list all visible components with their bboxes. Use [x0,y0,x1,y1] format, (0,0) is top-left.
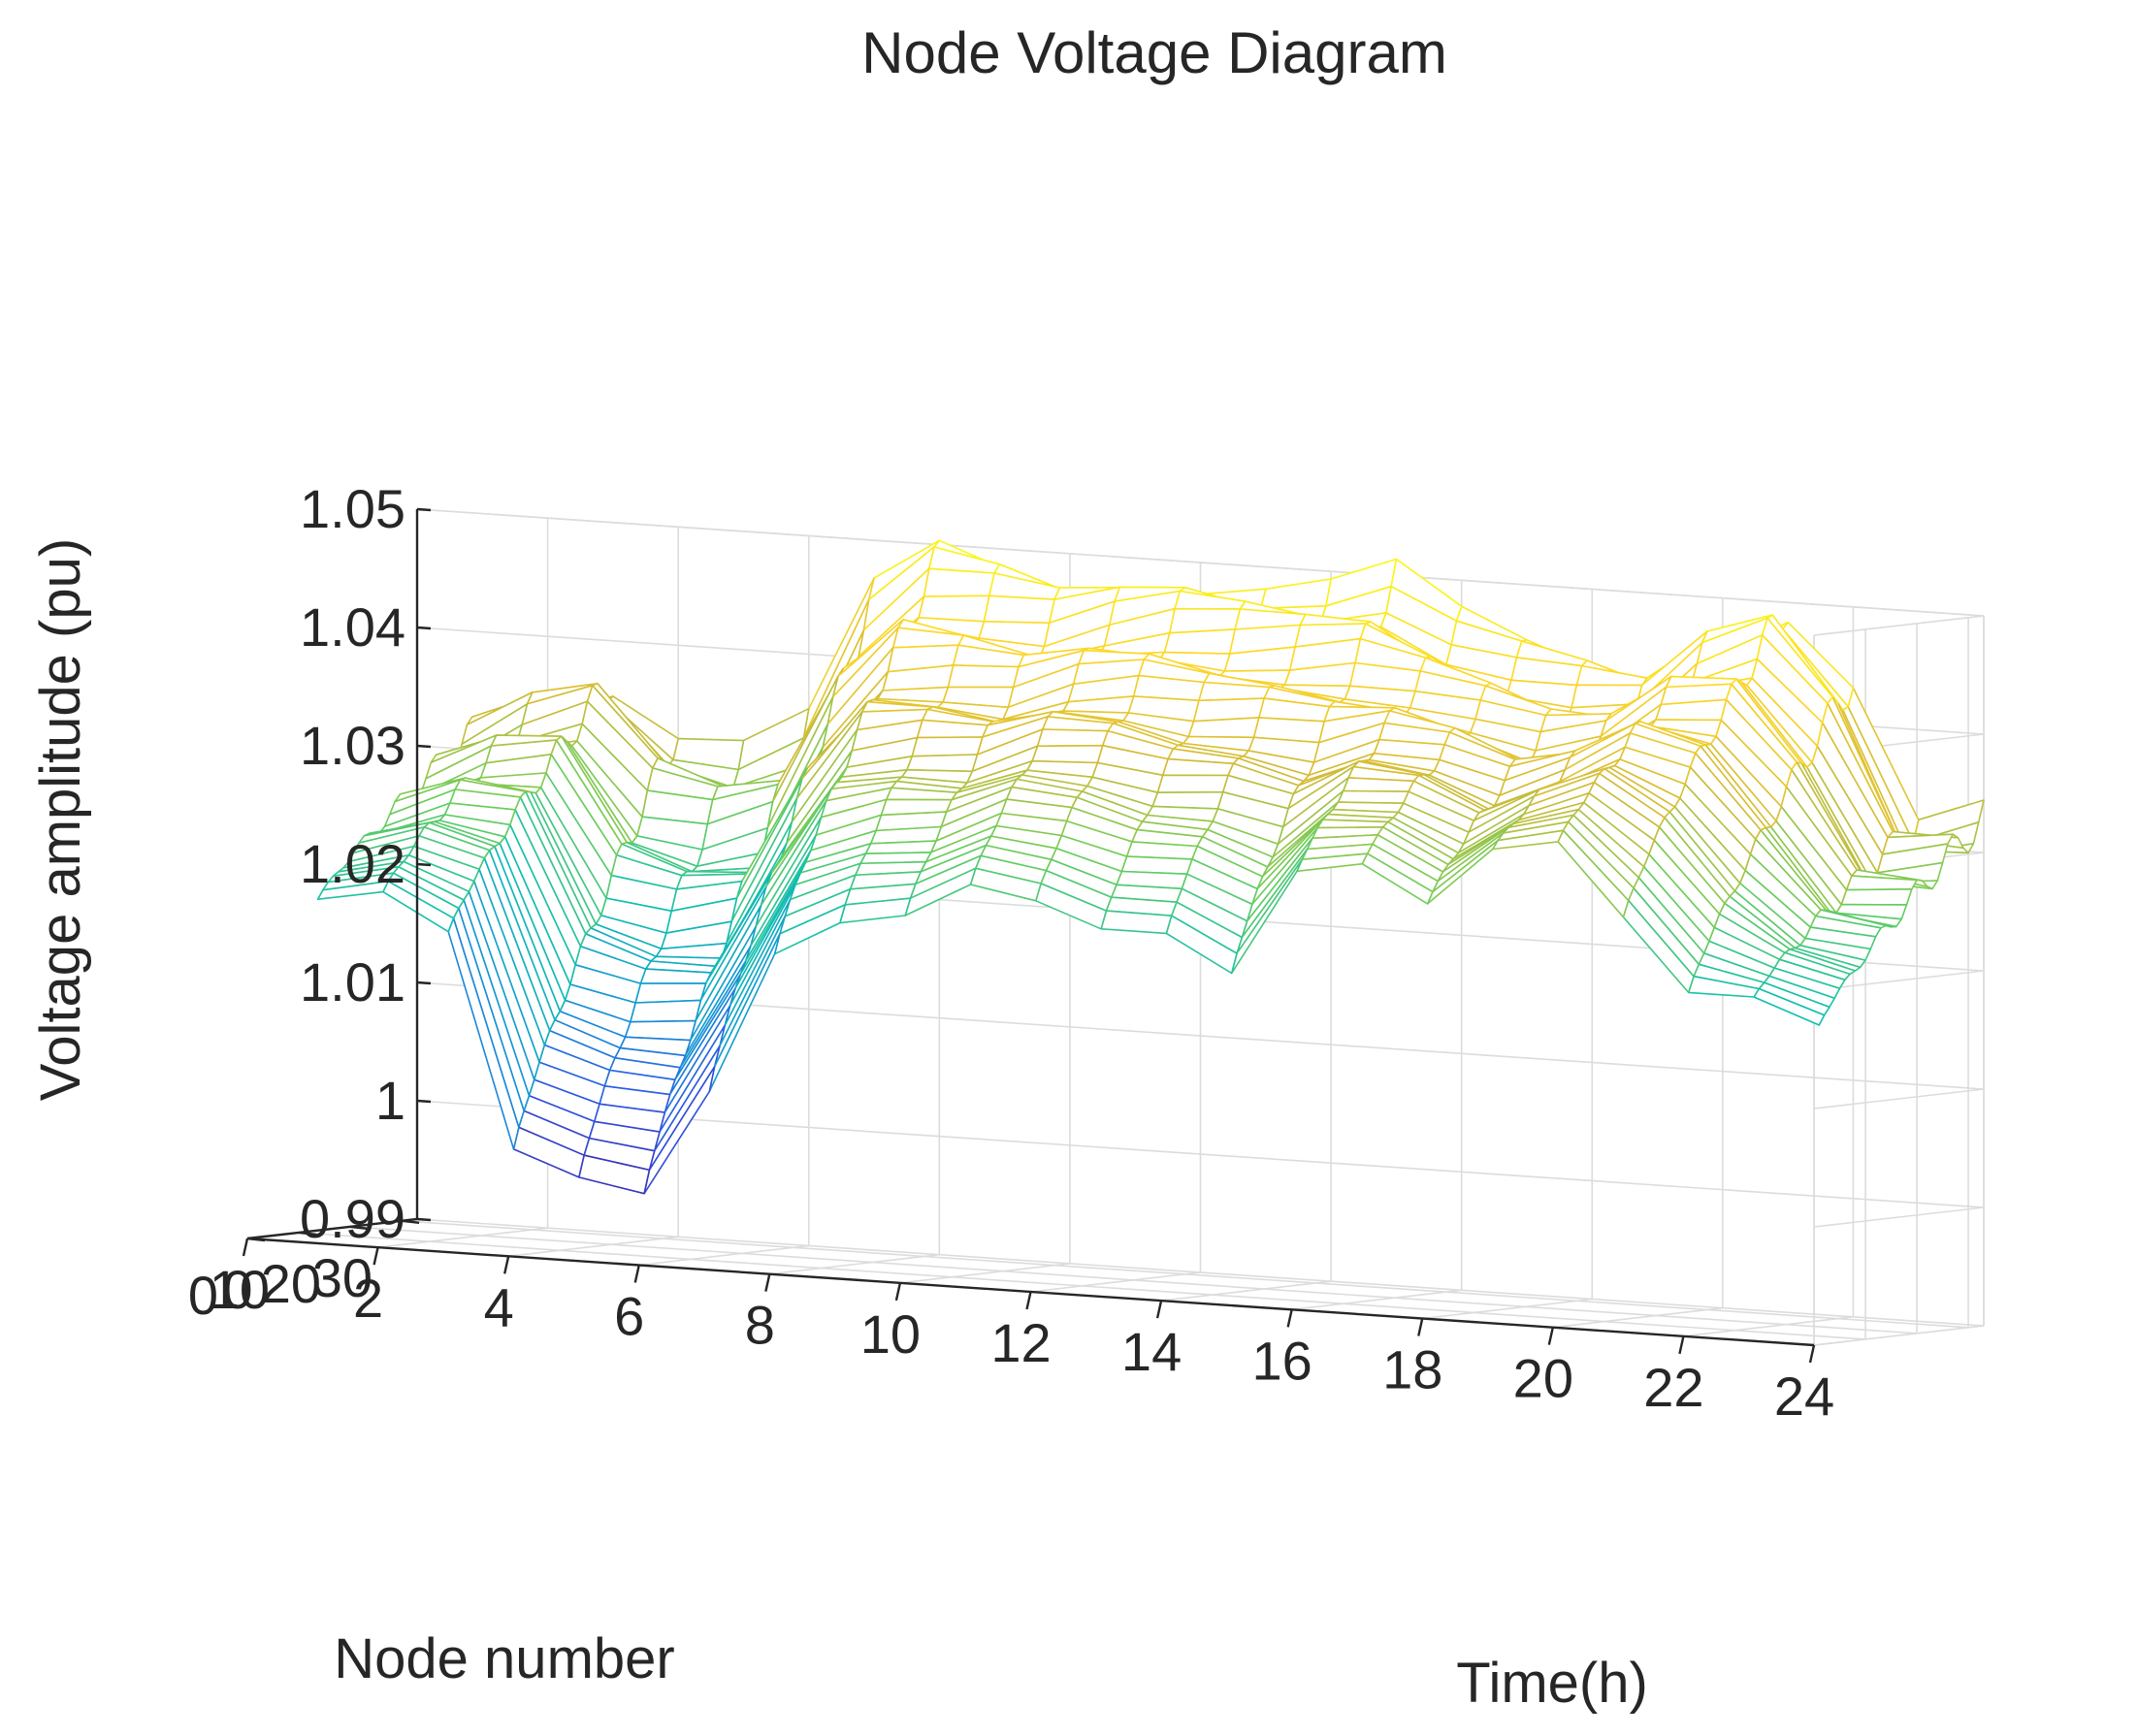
mesh-cell [1031,744,1104,764]
z-tick-label: 1.05 [300,478,405,539]
mesh-cell [629,999,702,1023]
x-tick-label: 14 [1121,1321,1182,1382]
y-tick-mark [246,1237,266,1242]
grid-line [350,1226,1918,1334]
axes-lines [242,507,1816,1364]
mesh-cell [1840,887,1913,906]
mesh-cell [923,567,995,597]
x-tick-label: 4 [484,1276,514,1337]
grid-line [402,1220,1969,1329]
x-tick-label: 24 [1774,1366,1834,1427]
x-tick-mark [373,1246,379,1266]
mesh-cell [906,754,979,773]
x-tick-label: 0 [222,1259,252,1320]
y-tick-mark [298,1231,317,1237]
x-tick-label: 12 [990,1312,1051,1373]
x-tick-mark [1155,1300,1163,1319]
y-tick-mark [349,1225,369,1231]
x-tick-mark [1808,1344,1816,1364]
grid-line [899,1263,1071,1284]
grid-line [1813,1325,1985,1346]
x-tick-label: 8 [745,1295,775,1356]
y-axis-line [246,1217,418,1240]
x-tick-label: 18 [1382,1339,1442,1400]
z-tick-label: 1.02 [300,833,405,894]
grid-line [1030,1271,1201,1293]
mesh-cell [1575,664,1648,687]
grid-line [377,1227,548,1248]
x-tick-label: 10 [860,1303,921,1365]
grid-line [1813,1088,1985,1109]
y-tick-label: 0 [188,1265,218,1326]
x-tick-label: 16 [1252,1330,1312,1391]
mesh-cell [1036,728,1109,748]
y-tick-label: 10 [210,1259,270,1320]
grid-line [769,1253,940,1275]
x-tick-mark [633,1265,640,1283]
z-tick-mark [416,981,432,985]
z-tick-label: 0.99 [300,1188,405,1249]
grid-line [1160,1280,1332,1302]
mesh-cell [1163,628,1236,655]
mesh-cell [947,664,1020,689]
x-tick-mark [1547,1327,1555,1345]
grid-line [298,1232,1866,1340]
z-tick-mark [416,744,432,749]
x-tick-mark [1025,1291,1032,1310]
x-tick-mark [242,1238,249,1257]
x-tick-mark [1286,1309,1293,1328]
x-axis-label: Time(h) [1456,1652,1648,1715]
z-tick-mark [416,1099,432,1104]
z-tick-label: 1.03 [300,715,405,776]
mesh-cell [911,736,984,757]
mesh-cell [1100,910,1173,935]
z-tick-mark [416,862,432,867]
x-tick-label: 22 [1643,1357,1703,1418]
y-tick-mark [401,1219,420,1225]
x-tick-label: 2 [353,1268,383,1329]
y-axis-label: Node number [334,1627,674,1690]
x-tick-mark [1417,1318,1424,1336]
z-axis-label: Voltage amplitude (pu) [29,538,92,1101]
x-tick-mark [764,1273,771,1292]
z-tick-label: 1 [375,1070,405,1131]
chart-title: Node Voltage Diagram [861,20,1447,85]
grid-line [638,1244,809,1267]
x-tick-label: 6 [614,1286,644,1347]
z-tick-label: 1.01 [300,951,405,1013]
mesh-cell [316,880,390,901]
grid-line [1813,1206,1985,1228]
x-tick-mark [1678,1335,1685,1355]
z-tick-mark [416,1217,432,1222]
mesh-cell [1187,717,1260,739]
mesh-cell [983,595,1055,625]
grid-line [1291,1289,1462,1311]
x-tick-mark [502,1256,510,1274]
y-tick-label: 20 [261,1253,321,1314]
mesh-cell [1337,789,1409,805]
y-tick-label: 30 [312,1247,373,1308]
grid-line [1422,1298,1593,1320]
grid-line [1813,970,1985,991]
mesh-cell [1259,578,1332,610]
voltage-surface-mesh [316,539,1985,1195]
x-tick-mark [894,1282,902,1302]
mesh-cell [1156,774,1229,794]
x-tick-label: 20 [1513,1348,1573,1409]
z-tick-mark [416,626,432,630]
grid-line [1552,1306,1723,1329]
grid-line [1683,1316,1854,1337]
z-tick-mark [416,507,432,512]
mesh-cell [1342,777,1415,793]
grid-line [508,1236,679,1258]
z-tick-label: 1.04 [300,596,405,658]
